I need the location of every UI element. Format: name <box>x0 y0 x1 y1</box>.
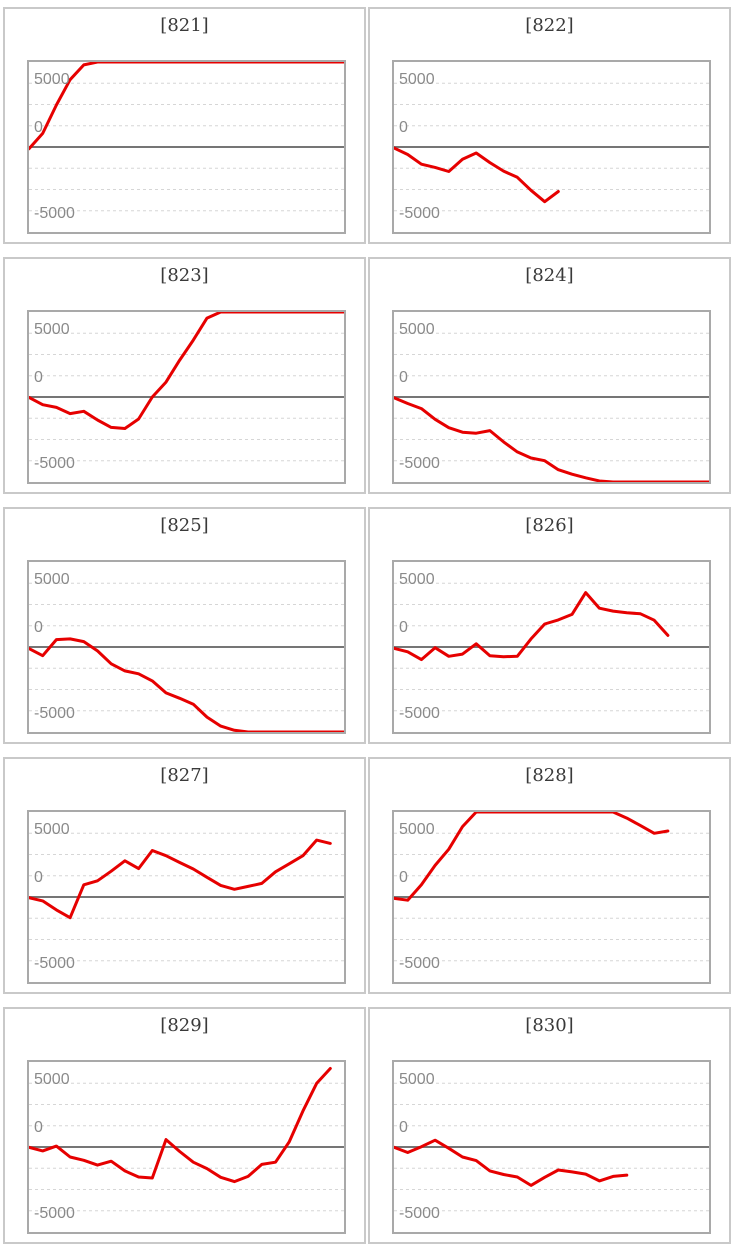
series-line <box>394 146 560 204</box>
series-line <box>394 591 670 662</box>
chart-title: [825] <box>160 515 209 536</box>
chart-title: [826] <box>525 515 574 536</box>
chart-card: [825] 5000 0 -5000 <box>3 507 366 744</box>
chart-title: [822] <box>525 15 574 36</box>
chart-card: [830] 5000 0 -5000 <box>368 1007 731 1244</box>
series-line <box>29 637 344 732</box>
chart-title: [824] <box>525 265 574 286</box>
chart-card: [823] 5000 0 -5000 <box>3 257 366 494</box>
line-chart-canvas <box>29 62 344 212</box>
chart-title: [827] <box>160 765 209 786</box>
series-line <box>29 312 344 430</box>
line-chart-canvas <box>29 312 344 462</box>
line-chart-canvas <box>29 582 344 732</box>
chart-card: [829] 5000 0 -5000 <box>3 1007 366 1244</box>
plot-area: 5000 0 -5000 <box>27 1060 346 1234</box>
plot-area: 5000 0 -5000 <box>27 60 346 234</box>
chart-card: [821] 5000 0 -5000 <box>3 7 366 244</box>
plot-area: 5000 0 -5000 <box>392 310 711 484</box>
line-chart-canvas <box>394 582 709 712</box>
chart-card: [828] 5000 0 -5000 <box>368 757 731 994</box>
line-chart-canvas <box>394 812 709 962</box>
line-chart-canvas <box>29 1067 344 1212</box>
line-chart-canvas <box>394 1082 709 1212</box>
plot-area: 5000 0 -5000 <box>392 60 711 234</box>
series-line <box>29 838 332 920</box>
chart-title: [823] <box>160 265 209 286</box>
series-line <box>29 1067 332 1184</box>
chart-title: [821] <box>160 15 209 36</box>
series-line <box>394 812 670 902</box>
plot-area: 5000 0 -5000 <box>392 560 711 734</box>
series-line <box>29 62 344 151</box>
line-chart-canvas <box>29 832 344 962</box>
plot-area: 5000 0 -5000 <box>27 310 346 484</box>
line-chart-canvas <box>394 82 709 212</box>
plot-area: 5000 0 -5000 <box>392 1060 711 1234</box>
line-chart-canvas <box>394 332 709 482</box>
chart-card: [824] 5000 0 -5000 <box>368 257 731 494</box>
chart-title: [828] <box>525 765 574 786</box>
chart-card: [822] 5000 0 -5000 <box>368 7 731 244</box>
series-line <box>394 396 709 482</box>
chart-title: [830] <box>525 1015 574 1036</box>
chart-title: [829] <box>160 1015 209 1036</box>
plot-area: 5000 0 -5000 <box>27 560 346 734</box>
series-line <box>394 1138 629 1187</box>
plot-area: 5000 0 -5000 <box>27 810 346 984</box>
plot-area: 5000 0 -5000 <box>392 810 711 984</box>
chart-card: [827] 5000 0 -5000 <box>3 757 366 994</box>
chart-card: [826] 5000 0 -5000 <box>368 507 731 744</box>
